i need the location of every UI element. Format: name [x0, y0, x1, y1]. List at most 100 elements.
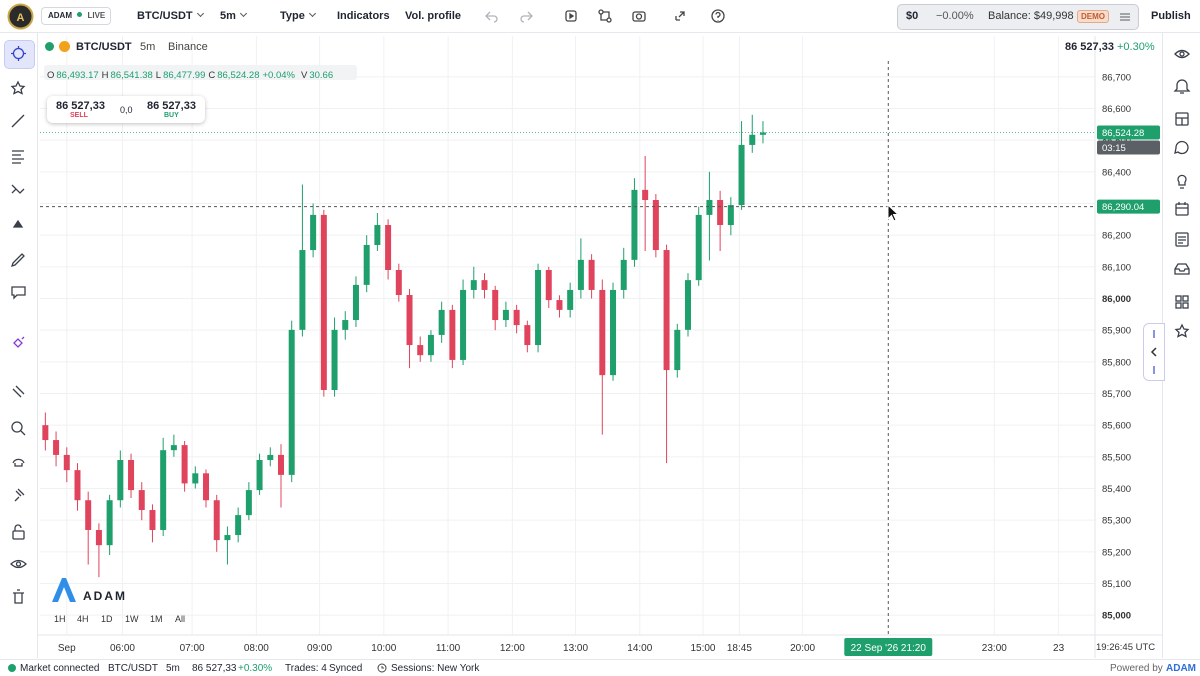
crosshair-time-label: 22 Sep '26 21:20 [851, 643, 927, 654]
legend-value: 86,541.38 [110, 70, 153, 81]
menu-item[interactable]: Vol. profile [405, 10, 462, 22]
x-tick-label: 11:00 [436, 643, 461, 654]
account-pill[interactable]: $0 −0.00% Balance: $49,998 DEMO [897, 4, 1139, 30]
balance: Balance: $49,998 [988, 10, 1074, 22]
range-button[interactable]: 4H [77, 614, 89, 624]
legend-key: C [208, 70, 216, 81]
range-button[interactable]: 1M [150, 614, 163, 624]
candle-body [706, 200, 713, 215]
candle-body [203, 473, 210, 501]
menu-icon [1120, 13, 1130, 21]
legend-key: L [155, 70, 162, 81]
candle-body [438, 309, 445, 335]
x-tick-label: 07:00 [180, 643, 205, 654]
x-tick-label: 12:00 [500, 643, 525, 654]
candle-body [556, 300, 563, 310]
drawing-toolbar [0, 33, 38, 658]
header-exchange: Binance [168, 41, 208, 53]
candle-body [406, 295, 413, 346]
legend-value: 30.66 [309, 70, 334, 81]
sessions: Sessions: New York [391, 663, 480, 674]
candle-body [224, 535, 231, 541]
candle-body [470, 280, 477, 290]
menu-item[interactable]: Indicators [337, 10, 390, 22]
publish-button[interactable]: Publish [1151, 10, 1191, 22]
candle-body [738, 144, 745, 206]
legend-key: V [301, 70, 308, 81]
y-tick-label: 85,000 [1102, 611, 1131, 622]
x-tick-label: 23:00 [982, 643, 1007, 654]
live-badge[interactable]: ADAM LIVE [41, 7, 111, 25]
candle-body [277, 454, 284, 475]
candle-body [74, 470, 81, 501]
legend-value: 86,524.28 [217, 70, 260, 81]
candle-body [749, 134, 756, 145]
y-tick-label: 86,400 [1102, 167, 1131, 178]
status-price: 86 527,33 [192, 663, 237, 674]
clock: 19:26:45 UTC [1096, 642, 1156, 653]
powered-brand: ADAM [1166, 663, 1196, 674]
y-tick-label: 85,400 [1102, 484, 1131, 495]
trades: Trades: 4 [285, 663, 327, 674]
candle-body [235, 515, 242, 536]
spread: 0,0 [120, 105, 133, 115]
candle-body [577, 259, 584, 290]
brand: ADAM [48, 11, 72, 20]
x-tick-label: 10:00 [371, 643, 396, 654]
candle-body [149, 510, 156, 530]
ohlc-legend: O 86,493.17 H 86,541.38 L 86,477.99 C 86,524.28… [44, 65, 357, 81]
interval-select[interactable]: 5m [220, 9, 247, 22]
y-tick-label: 86,600 [1102, 104, 1131, 115]
x-tick-label: Sep [58, 643, 76, 654]
candle-body [320, 214, 327, 391]
collapse-tab[interactable] [1143, 323, 1165, 381]
candle-body [642, 189, 649, 201]
range-button[interactable]: All [175, 614, 186, 624]
interval: 5m [220, 10, 236, 22]
candle-body [481, 280, 488, 290]
x-tick-label: 13:00 [563, 643, 588, 654]
menu-item: Type [280, 10, 305, 22]
candle-body [663, 250, 670, 371]
buy-price[interactable]: 86 527,33 [147, 100, 196, 112]
candle-body [588, 259, 595, 290]
demo-badge: DEMO [1077, 10, 1109, 23]
crosshair-price-label-bg [1097, 199, 1160, 214]
x-tick-label: 14:00 [627, 643, 652, 654]
candle-body [524, 325, 531, 346]
legend-value: 86,493.17 [56, 70, 99, 81]
symbol: BTC/USDT [137, 10, 193, 22]
candle-body [85, 500, 92, 530]
candle-body [674, 329, 681, 371]
candle-body [63, 454, 70, 471]
candle-body [535, 270, 542, 346]
crosshair-time-bg [844, 638, 933, 656]
candle-body [363, 244, 370, 285]
sell-price[interactable]: 86 527,33 [56, 100, 105, 112]
grid [40, 36, 1095, 635]
legend-key: H [101, 70, 109, 81]
x-tick-label: 18:45 [727, 643, 752, 654]
status-interval: 5m [166, 663, 180, 674]
sync: Synced [329, 663, 363, 674]
candle-body [288, 329, 295, 475]
sell-label: SELL [70, 112, 88, 119]
range-button[interactable]: 1H [54, 614, 66, 624]
coin-icon [59, 41, 70, 52]
x-tick-label: 23 [1053, 643, 1065, 654]
candle-body [138, 490, 145, 511]
symbol-select[interactable]: BTC/USDT [137, 9, 204, 22]
candle-body [620, 259, 627, 290]
candle-body [299, 250, 306, 330]
range-button[interactable]: 1D [101, 614, 113, 624]
candle-body [759, 132, 766, 135]
type-menu[interactable]: Type [280, 9, 316, 22]
candle-body [53, 440, 60, 455]
candle-body [652, 200, 659, 251]
sidebar-icons [1173, 49, 1191, 338]
last-price-label: 86,524.28 [1102, 128, 1144, 139]
candle-body [256, 460, 263, 491]
tool-active[interactable] [4, 40, 35, 69]
range-button[interactable]: 1W [125, 614, 139, 624]
